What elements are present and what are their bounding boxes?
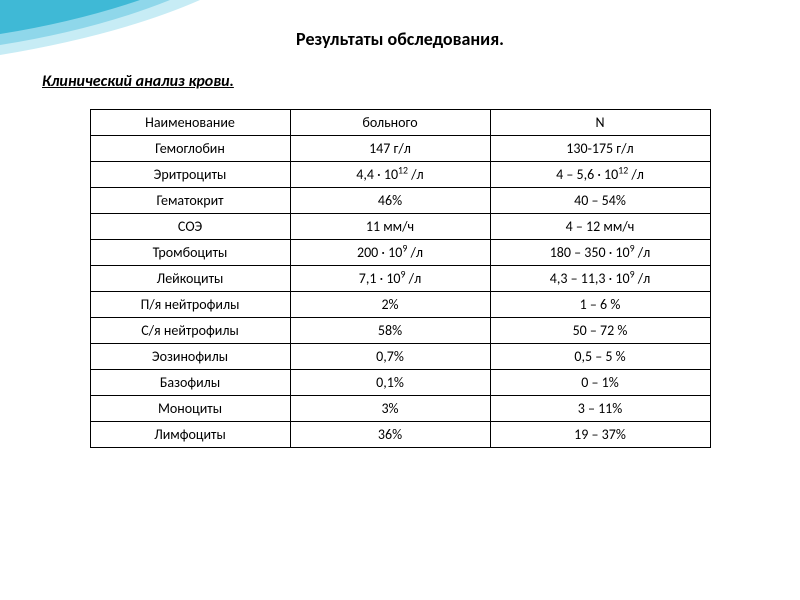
cell-name: С/я нейтрофилы	[90, 318, 290, 344]
table-row: Моноциты3%3 – 11%	[90, 396, 710, 422]
cell-norm: 3 – 11%	[490, 396, 710, 422]
cell-norm: 4,3 – 11,3 · 109 /л	[490, 266, 710, 292]
table-row: Базофилы0,1%0 – 1%	[90, 370, 710, 396]
table-row: Эритроциты4,4 · 1012 /л4 – 5,6 · 1012 /л	[90, 162, 710, 188]
cell-norm: 50 – 72 %	[490, 318, 710, 344]
table-row: Лимфоциты36%19 – 37%	[90, 422, 710, 448]
section-subtitle: Клинический анализ крови.	[42, 72, 800, 91]
cell-norm: 0,5 – 5 %	[490, 344, 710, 370]
cell-patient: 0,7%	[290, 344, 490, 370]
cell-name: Лейкоциты	[90, 266, 290, 292]
table-row: С/я нейтрофилы58%50 – 72 %	[90, 318, 710, 344]
cell-patient: 3%	[290, 396, 490, 422]
cell-patient: 58%	[290, 318, 490, 344]
col-header-name: Наименование	[90, 110, 290, 136]
cell-patient: 4,4 · 1012 /л	[290, 162, 490, 188]
cell-patient: 0,1%	[290, 370, 490, 396]
col-header-norm: N	[490, 110, 710, 136]
cell-name: Эозинофилы	[90, 344, 290, 370]
table-row: П/я нейтрофилы2%1 – 6 %	[90, 292, 710, 318]
cell-patient: 2%	[290, 292, 490, 318]
cell-name: СОЭ	[90, 214, 290, 240]
cell-norm: 180 – 350 · 109 /л	[490, 240, 710, 266]
cell-name: Гематокрит	[90, 188, 290, 214]
cell-patient: 36%	[290, 422, 490, 448]
cell-patient: 11 мм/ч	[290, 214, 490, 240]
table-row: СОЭ11 мм/ч4 – 12 мм/ч	[90, 214, 710, 240]
cell-norm: 1 – 6 %	[490, 292, 710, 318]
cell-norm: 19 – 37%	[490, 422, 710, 448]
page-title: Результаты обследования.	[0, 0, 800, 50]
cell-norm: 0 – 1%	[490, 370, 710, 396]
results-table: Наименование больного N Гемоглобин147 г/…	[90, 109, 711, 448]
table-row: Гемоглобин147 г/л130-175 г/л	[90, 136, 710, 162]
cell-patient: 7,1 · 109 /л	[290, 266, 490, 292]
cell-norm: 40 – 54%	[490, 188, 710, 214]
col-header-patient: больного	[290, 110, 490, 136]
cell-name: Базофилы	[90, 370, 290, 396]
cell-norm: 4 – 12 мм/ч	[490, 214, 710, 240]
cell-norm: 4 – 5,6 · 1012 /л	[490, 162, 710, 188]
cell-patient: 147 г/л	[290, 136, 490, 162]
cell-name: Гемоглобин	[90, 136, 290, 162]
cell-name: Моноциты	[90, 396, 290, 422]
cell-name: Тромбоциты	[90, 240, 290, 266]
table-row: Гематокрит46%40 – 54%	[90, 188, 710, 214]
results-table-wrap: Наименование больного N Гемоглобин147 г/…	[0, 109, 800, 448]
cell-norm: 130-175 г/л	[490, 136, 710, 162]
table-header-row: Наименование больного N	[90, 110, 710, 136]
table-row: Эозинофилы0,7%0,5 – 5 %	[90, 344, 710, 370]
cell-patient: 46%	[290, 188, 490, 214]
cell-name: П/я нейтрофилы	[90, 292, 290, 318]
cell-name: Лимфоциты	[90, 422, 290, 448]
cell-name: Эритроциты	[90, 162, 290, 188]
table-row: Лейкоциты7,1 · 109 /л4,3 – 11,3 · 109 /л	[90, 266, 710, 292]
table-row: Тромбоциты200 · 109 /л180 – 350 · 109 /л	[90, 240, 710, 266]
cell-patient: 200 · 109 /л	[290, 240, 490, 266]
results-table-body: Гемоглобин147 г/л130-175 г/лЭритроциты4,…	[90, 136, 710, 448]
